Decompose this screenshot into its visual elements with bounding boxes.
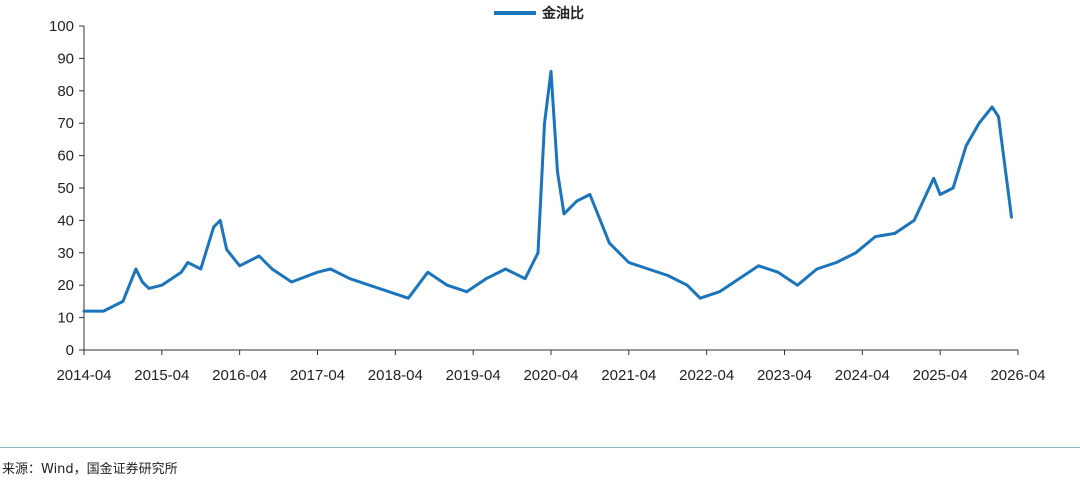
x-tick-label: 2019-04 xyxy=(446,367,501,384)
data-point xyxy=(271,268,273,270)
data-point xyxy=(965,145,967,147)
y-tick-label: 80 xyxy=(57,83,74,100)
data-point xyxy=(874,235,877,238)
data-point xyxy=(952,187,954,189)
data-point xyxy=(939,193,941,196)
data-point xyxy=(1010,216,1013,218)
data-point xyxy=(102,310,105,312)
data-point xyxy=(628,261,630,264)
y-axis: 0 10 20 30 40 50 60 70 80 90 100 xyxy=(49,18,85,359)
y-tick-label: 20 xyxy=(57,277,74,294)
gold-oil-ratio-chart: 金油比 0 10 20 30 40 50 60 70 80 90 100 2014-04 2015-0… xyxy=(49,5,1046,384)
data-point xyxy=(576,200,578,202)
data-point xyxy=(180,271,183,274)
x-tick-label: 2022-04 xyxy=(679,367,734,384)
data-point xyxy=(122,300,124,303)
x-tick-label: 2023-04 xyxy=(757,367,812,384)
data-point xyxy=(225,248,228,251)
data-point xyxy=(537,252,539,254)
data-point xyxy=(991,106,993,108)
data-point xyxy=(699,297,701,300)
data-point xyxy=(543,122,546,124)
y-tick-label: 40 xyxy=(57,212,74,229)
data-point xyxy=(932,177,935,180)
data-point xyxy=(524,277,526,280)
data-point xyxy=(200,268,202,270)
data-point xyxy=(329,268,332,270)
footer-divider xyxy=(0,447,1080,448)
y-tick-label: 70 xyxy=(57,115,74,132)
x-tick-label: 2014-04 xyxy=(56,367,111,384)
x-tick-label: 2015-04 xyxy=(134,367,189,384)
data-point xyxy=(212,226,215,228)
data-point xyxy=(913,219,915,222)
data-point xyxy=(83,310,85,312)
data-point xyxy=(978,122,980,124)
x-axis: 2014-04 2015-04 2016-04 2017-04 2018-04 2019-… xyxy=(56,349,1046,384)
data-point xyxy=(161,284,163,287)
y-tick-label: 50 xyxy=(57,180,74,197)
y-tick-label: 90 xyxy=(57,50,74,67)
source-note: 来源：Wind，国金证券研究所 xyxy=(2,462,178,477)
data-point xyxy=(258,255,260,257)
data-point xyxy=(388,290,390,293)
data-point xyxy=(796,284,799,287)
data-point xyxy=(563,213,565,215)
data-point xyxy=(368,284,371,287)
data-point xyxy=(738,277,740,280)
data-point xyxy=(718,290,721,293)
y-tick-label: 30 xyxy=(57,245,74,262)
data-point xyxy=(238,265,241,267)
data-point xyxy=(135,268,137,270)
x-tick-label: 2021-04 xyxy=(601,367,656,384)
data-point xyxy=(608,242,611,244)
data-point xyxy=(407,297,410,300)
data-point xyxy=(816,268,818,270)
data-point xyxy=(647,268,650,270)
data-point xyxy=(316,271,319,274)
x-tick-label: 2025-04 xyxy=(913,367,968,384)
data-point xyxy=(485,277,487,280)
x-tick-label: 2017-04 xyxy=(290,367,345,384)
data-point xyxy=(446,284,449,287)
x-tick-label: 2016-04 xyxy=(212,367,267,384)
data-point xyxy=(894,232,896,235)
x-tick-label: 2018-04 xyxy=(368,367,423,384)
data-point xyxy=(855,252,857,254)
data-point xyxy=(349,277,351,280)
y-tick-label: 0 xyxy=(66,342,74,359)
data-point xyxy=(465,290,468,293)
data-point xyxy=(777,271,779,274)
data-point xyxy=(667,274,669,277)
data-point xyxy=(686,284,688,287)
data-point xyxy=(148,287,150,290)
data-point xyxy=(997,115,1000,118)
y-tick-label: 60 xyxy=(57,148,74,165)
data-point xyxy=(141,281,144,283)
data-point xyxy=(556,171,559,173)
chart-legend: 金油比 xyxy=(494,5,584,22)
legend-label: 金油比 xyxy=(541,5,584,22)
data-point xyxy=(757,265,760,267)
x-tick-label: 2026-04 xyxy=(990,367,1045,384)
x-tick-label: 2024-04 xyxy=(835,367,890,384)
data-point xyxy=(550,70,552,73)
x-tick-label: 2020-04 xyxy=(523,367,578,384)
plot-area xyxy=(82,69,1013,313)
y-tick-label: 10 xyxy=(57,310,74,327)
data-point xyxy=(835,261,838,264)
data-point xyxy=(504,268,507,270)
data-point xyxy=(427,271,429,274)
data-point xyxy=(589,193,591,196)
y-tick-label: 100 xyxy=(49,18,74,35)
data-point xyxy=(187,261,189,264)
data-point xyxy=(219,219,221,222)
series-line-gold-oil-ratio xyxy=(82,69,1013,313)
data-point xyxy=(290,281,293,283)
